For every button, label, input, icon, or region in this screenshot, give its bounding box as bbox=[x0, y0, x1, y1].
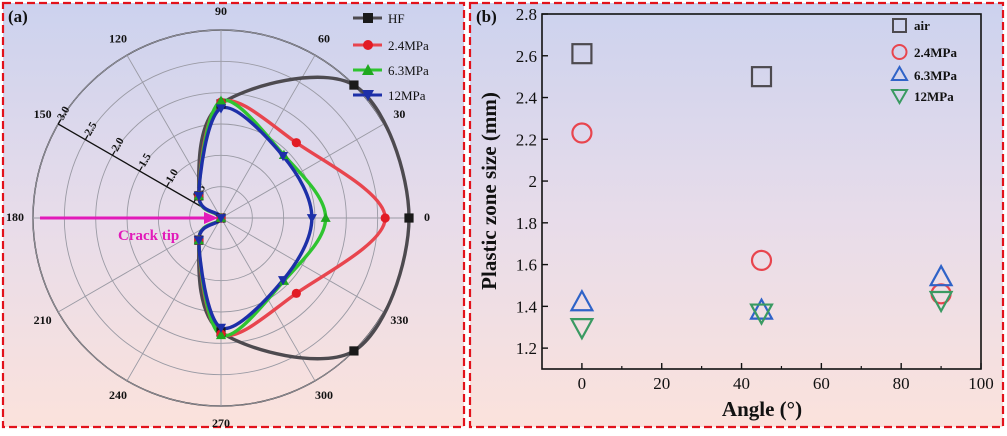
scatter-point-6.3mpa bbox=[749, 297, 774, 320]
angle-label-180: 180 bbox=[6, 210, 24, 224]
scatter-point-12mpa bbox=[569, 318, 595, 341]
angle-label-0: 0 bbox=[424, 210, 430, 224]
angle-label-30: 30 bbox=[393, 107, 405, 121]
scatter-point-12mpa bbox=[928, 290, 954, 314]
x-axis-ticks: 0 20 40 60 80 100 bbox=[578, 374, 994, 393]
legend-label-air: air bbox=[914, 18, 930, 33]
x-tick-label: 20 bbox=[653, 374, 670, 393]
polar-legend: HF 2.4MPa 6.3MPa 12MPa bbox=[353, 11, 429, 103]
legend-label-6.3mpa: 6.3MPa bbox=[388, 63, 429, 78]
y-tick-label: 1.6 bbox=[516, 256, 537, 275]
y-tick-label: 2.8 bbox=[516, 5, 537, 24]
polar-marker-12mpa bbox=[215, 104, 227, 114]
legend-marker-6.3mpa bbox=[362, 64, 374, 75]
panel-a-label: (a) bbox=[8, 7, 28, 26]
polar-series bbox=[193, 75, 414, 361]
legend-marker-2.4mpa bbox=[891, 44, 908, 60]
polar-marker-hf bbox=[349, 80, 359, 90]
polar-marker-6.3mpa bbox=[320, 212, 331, 222]
panel-b-label: (b) bbox=[476, 7, 497, 26]
angle-label-60: 60 bbox=[318, 31, 330, 45]
y-axis-label: Plastic zone size (mm) bbox=[477, 92, 501, 290]
legend-label-6.3mpa: 6.3MPa bbox=[914, 68, 957, 83]
polar-marker-2.4mpa bbox=[291, 138, 301, 148]
polar-marker-6.3mpa bbox=[215, 95, 227, 105]
polar-marker-12mpa bbox=[193, 191, 204, 202]
x-tick-label: 40 bbox=[733, 374, 750, 393]
polar-radial-tick bbox=[111, 150, 116, 156]
polar-spoke bbox=[126, 54, 222, 219]
y-tick-label: 2.2 bbox=[516, 130, 537, 149]
angle-label-270: 270 bbox=[212, 416, 230, 430]
polar-marker-2.4mpa bbox=[380, 213, 390, 223]
y-tick-label: 2.6 bbox=[516, 47, 537, 66]
polar-marker-12mpa bbox=[277, 276, 289, 286]
polar-radial-tick bbox=[139, 166, 143, 172]
scatter-point-2.4mpa bbox=[571, 122, 593, 144]
scatter-point-12mpa bbox=[749, 303, 774, 326]
legend-label-12mpa: 12MPa bbox=[914, 89, 954, 104]
scatter-points bbox=[569, 43, 954, 341]
scatter-point-air bbox=[571, 43, 593, 65]
angle-label-120: 120 bbox=[109, 31, 127, 45]
x-tick-label: 80 bbox=[893, 374, 910, 393]
polar-marker-2.4mpa bbox=[291, 288, 301, 298]
y-tick-label: 1.4 bbox=[516, 297, 538, 316]
angle-label-240: 240 bbox=[109, 388, 127, 402]
legend-marker-12mpa bbox=[362, 90, 374, 101]
scatter-chart: 0 20 40 60 80 100 1.2 1.4 1.6 1.8 2 2.2 … bbox=[476, 5, 994, 421]
polar-radial-tick bbox=[166, 182, 170, 187]
polar-marker-hf bbox=[349, 346, 359, 356]
legend-marker-6.3mpa bbox=[890, 64, 909, 81]
y-tick-label: 2.4 bbox=[516, 89, 538, 108]
plot-frame bbox=[541, 13, 982, 370]
legend-label-hf: HF bbox=[388, 11, 405, 26]
polar-marker-hf bbox=[404, 213, 414, 223]
y-axis-ticks: 1.2 1.4 1.6 1.8 2 2.2 2.4 2.6 2.8 bbox=[516, 5, 538, 358]
polar-marker-12mpa bbox=[215, 323, 227, 333]
polar-spoke bbox=[126, 217, 222, 382]
crack-tip-arrowhead bbox=[204, 212, 218, 224]
legend-label-12mpa: 12MPa bbox=[388, 88, 426, 103]
legend-label-2.4mpa: 2.4MPa bbox=[914, 45, 957, 60]
polar-radial-tick bbox=[84, 135, 89, 140]
polar-radial-tick bbox=[57, 119, 62, 125]
panel-b-frame bbox=[468, 1, 1005, 429]
polar-marker-6.3mpa bbox=[215, 329, 227, 340]
y-tick-label: 1.2 bbox=[516, 339, 537, 358]
polar-marker-12mpa bbox=[277, 152, 289, 162]
polar-marker-12mpa bbox=[306, 214, 317, 224]
x-tick-label: 0 bbox=[578, 374, 587, 393]
scatter-legend: air 2.4MPa 6.3MPa 12MPa bbox=[890, 18, 957, 106]
angle-label-150: 150 bbox=[34, 107, 52, 121]
angle-label-300: 300 bbox=[315, 388, 333, 402]
scatter-point-air bbox=[750, 66, 773, 88]
y-tick-label: 1.8 bbox=[516, 214, 537, 233]
y-tick-label: 2 bbox=[529, 172, 538, 191]
polar-marker-12mpa bbox=[215, 214, 227, 224]
polar-spoke bbox=[220, 217, 385, 313]
legend-marker-air bbox=[892, 18, 907, 33]
angle-label-210: 210 bbox=[34, 313, 52, 327]
x-tick-label: 60 bbox=[813, 374, 830, 393]
legend-label-2.4mpa: 2.4MPa bbox=[388, 38, 429, 53]
legend-marker-2.4mpa bbox=[363, 40, 373, 50]
polar-spoke bbox=[57, 217, 222, 313]
legend-marker-12mpa bbox=[890, 89, 909, 106]
angle-label-330: 330 bbox=[390, 313, 408, 327]
polar-marker-12mpa bbox=[193, 236, 204, 246]
x-tick-label: 100 bbox=[968, 374, 994, 393]
x-axis-label: Angle (°) bbox=[722, 397, 802, 421]
polar-spoke bbox=[220, 123, 385, 219]
polar-angle-labels: 0 30 60 90 120 150 180 210 240 270 300 3… bbox=[6, 4, 430, 430]
scatter-point-6.3mpa bbox=[928, 263, 954, 287]
angle-label-90: 90 bbox=[215, 4, 227, 18]
crack-tip-label: Crack tip bbox=[118, 228, 179, 244]
scatter-point-2.4mpa bbox=[750, 249, 773, 272]
legend-marker-hf bbox=[363, 13, 373, 23]
scatter-point-6.3mpa bbox=[569, 288, 595, 312]
